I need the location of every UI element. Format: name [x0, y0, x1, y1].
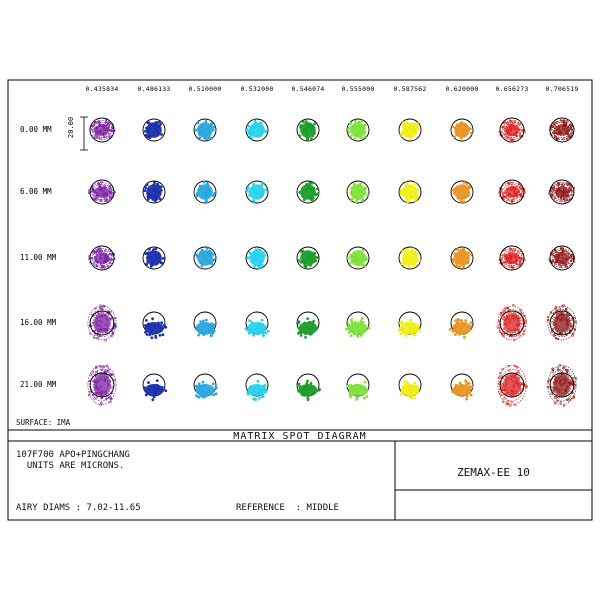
- spot: [397, 311, 422, 337]
- spot: [245, 373, 269, 402]
- spot: [346, 373, 370, 401]
- spot: [296, 373, 322, 402]
- spot: [548, 245, 576, 271]
- spot: [450, 246, 474, 270]
- wavelength-label: 0.486133: [137, 85, 171, 93]
- surface-label: SURFACE: IMA: [16, 418, 71, 427]
- spot: [398, 180, 422, 204]
- spot: [547, 179, 575, 205]
- spot: [296, 180, 320, 204]
- spot: [549, 117, 575, 143]
- spot: [142, 373, 168, 402]
- spot-grid: [87, 117, 578, 407]
- spot: [450, 373, 474, 401]
- wavelength-label: 0.510000: [188, 85, 222, 93]
- spot: [296, 246, 320, 270]
- spot: [448, 311, 474, 339]
- spot: [450, 118, 474, 142]
- wavelength-label: 0.555000: [341, 85, 375, 93]
- wavelength-label: 0.587562: [393, 85, 427, 93]
- spot: [296, 311, 320, 339]
- spot: [193, 118, 217, 142]
- wavelength-label: 0.656273: [495, 85, 529, 93]
- spot: [546, 364, 578, 407]
- field-label: 11.00 MM: [20, 253, 57, 262]
- spot: [344, 311, 371, 338]
- airy-diameter-label: AIRY DIAMS : 7.02-11.65: [16, 503, 141, 513]
- spot: [193, 246, 217, 270]
- spot: [546, 304, 577, 341]
- spot: [193, 311, 217, 338]
- wavelength-label: 0.435834: [85, 85, 119, 93]
- spot: [450, 180, 474, 204]
- spot: [142, 311, 168, 340]
- spot: [87, 179, 117, 205]
- wavelength-label: 0.532000: [240, 85, 274, 93]
- lens-description: 107F700 APO+PINGCHANG: [16, 450, 130, 460]
- spot: [398, 246, 422, 270]
- field-label: 6.00 MM: [20, 187, 52, 196]
- spot: [142, 180, 166, 204]
- spot: [245, 246, 269, 270]
- reference-label: REFERENCE : MIDDLE: [236, 503, 339, 513]
- spot: [193, 180, 217, 204]
- spot: [87, 304, 118, 342]
- diagram-title: MATRIX SPOT DIAGRAM: [233, 431, 367, 442]
- spot: [142, 118, 166, 142]
- configuration-label: ZEMAX-EE 10: [457, 466, 530, 479]
- spot: [496, 304, 527, 342]
- spot: [89, 117, 116, 143]
- spot: [296, 118, 320, 142]
- spot: [346, 180, 370, 204]
- units-note: UNITS ARE MICRONS.: [16, 461, 125, 471]
- spot: [346, 118, 370, 142]
- field-label: 0.00 MM: [20, 125, 52, 134]
- spot: [398, 118, 422, 142]
- spot: [244, 311, 270, 338]
- spot: [87, 364, 117, 406]
- spot: [245, 180, 269, 204]
- spot: [498, 245, 526, 271]
- spot: [498, 117, 526, 143]
- spot: [346, 246, 370, 270]
- spot: [245, 118, 269, 142]
- spot: [193, 373, 218, 399]
- wavelength-label: 0.706519: [545, 85, 579, 93]
- wavelength-label: 0.546074: [291, 85, 325, 93]
- spot: [142, 246, 166, 270]
- spot: [88, 245, 116, 271]
- spot: [497, 364, 528, 407]
- wavelength-label: 0.620000: [445, 85, 479, 93]
- field-label: 16.00 MM: [20, 318, 57, 327]
- spot: [498, 179, 526, 205]
- spot: [398, 373, 422, 400]
- scale-bar-label: 20.00: [67, 116, 75, 138]
- field-label: 21.00 MM: [20, 380, 57, 389]
